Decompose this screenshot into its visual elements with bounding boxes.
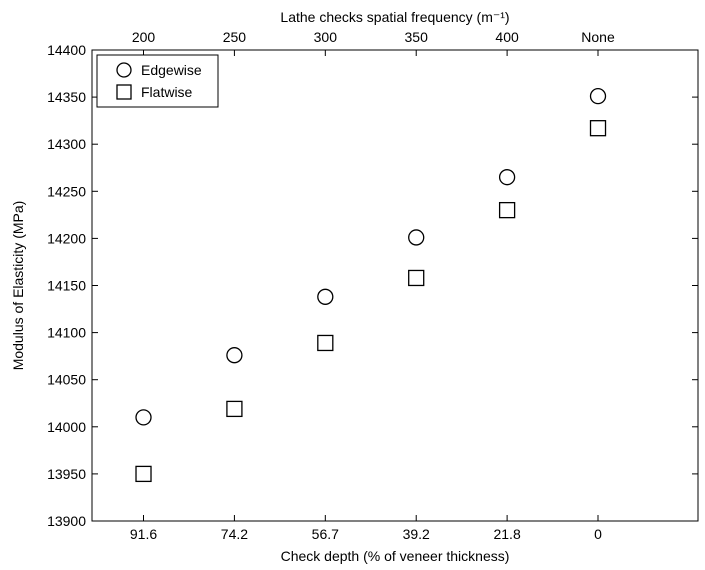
y-axis: 13900 13950 14000 14050 14100 14150 14200 14250… — [47, 42, 698, 529]
x-axis-bottom: 91.6 74.2 56.7 39.2 21.8 0 — [130, 515, 602, 542]
flatwise-point — [317, 334, 334, 352]
x2-axis-title: Lathe checks spatial frequency (m⁻¹) — [280, 9, 509, 25]
legend: Edgewise Flatwise — [96, 54, 219, 108]
y-tick-label: 14400 — [47, 42, 86, 58]
x2-tick-label: 250 — [223, 29, 247, 45]
flatwise-point — [498, 201, 516, 219]
data-marks — [135, 88, 607, 483]
y-tick-label: 14150 — [47, 278, 86, 294]
flatwise-point — [408, 269, 425, 287]
x-tick-label: 0 — [594, 526, 602, 542]
y-tick-label: 14050 — [47, 372, 86, 388]
edgewise-point — [135, 409, 152, 426]
x-tick-label: 74.2 — [221, 526, 248, 542]
x-tick-label: 39.2 — [403, 526, 430, 542]
flatwise-point — [589, 120, 607, 137]
y-tick-label: 14250 — [47, 183, 86, 199]
y-tick-label: 14300 — [47, 136, 86, 152]
x-tick-label: 91.6 — [130, 526, 157, 542]
y-tick-label: 14350 — [47, 89, 86, 105]
legend-marker-edgewise — [116, 62, 132, 78]
y-tick-label: 14100 — [47, 325, 86, 341]
flatwise-point — [135, 465, 152, 483]
y-tick-label: 14200 — [47, 230, 86, 246]
plot-area — [91, 49, 699, 522]
y-axis-title: Modulus of Elasticity (MPa) — [10, 201, 26, 371]
flatwise-point — [226, 400, 243, 418]
x-axis-top: 200 250 300 350 400 None — [132, 29, 615, 56]
y-tick-label: 14000 — [47, 419, 86, 435]
x2-tick-label: None — [581, 29, 615, 45]
x-tick-label: 21.8 — [493, 526, 520, 542]
x2-tick-label: 200 — [132, 29, 156, 45]
x2-tick-label: 400 — [495, 29, 519, 45]
edgewise-point — [589, 88, 607, 105]
edgewise-point — [226, 347, 243, 364]
x-tick-label: 56.7 — [312, 526, 339, 542]
x2-tick-label: 300 — [314, 29, 338, 45]
y-tick-label: 13950 — [47, 466, 86, 482]
legend-label-edgewise: Edgewise — [141, 62, 202, 78]
legend-marker-flatwise — [116, 84, 132, 100]
y-tick-label: 13900 — [47, 513, 86, 529]
edgewise-point — [498, 169, 516, 186]
edgewise-point — [317, 288, 334, 305]
x-axis-title: Check depth (% of veneer thickness) — [281, 548, 510, 564]
legend-label-flatwise: Flatwise — [141, 84, 193, 100]
edgewise-point — [408, 229, 425, 246]
x2-tick-label: 350 — [405, 29, 429, 45]
